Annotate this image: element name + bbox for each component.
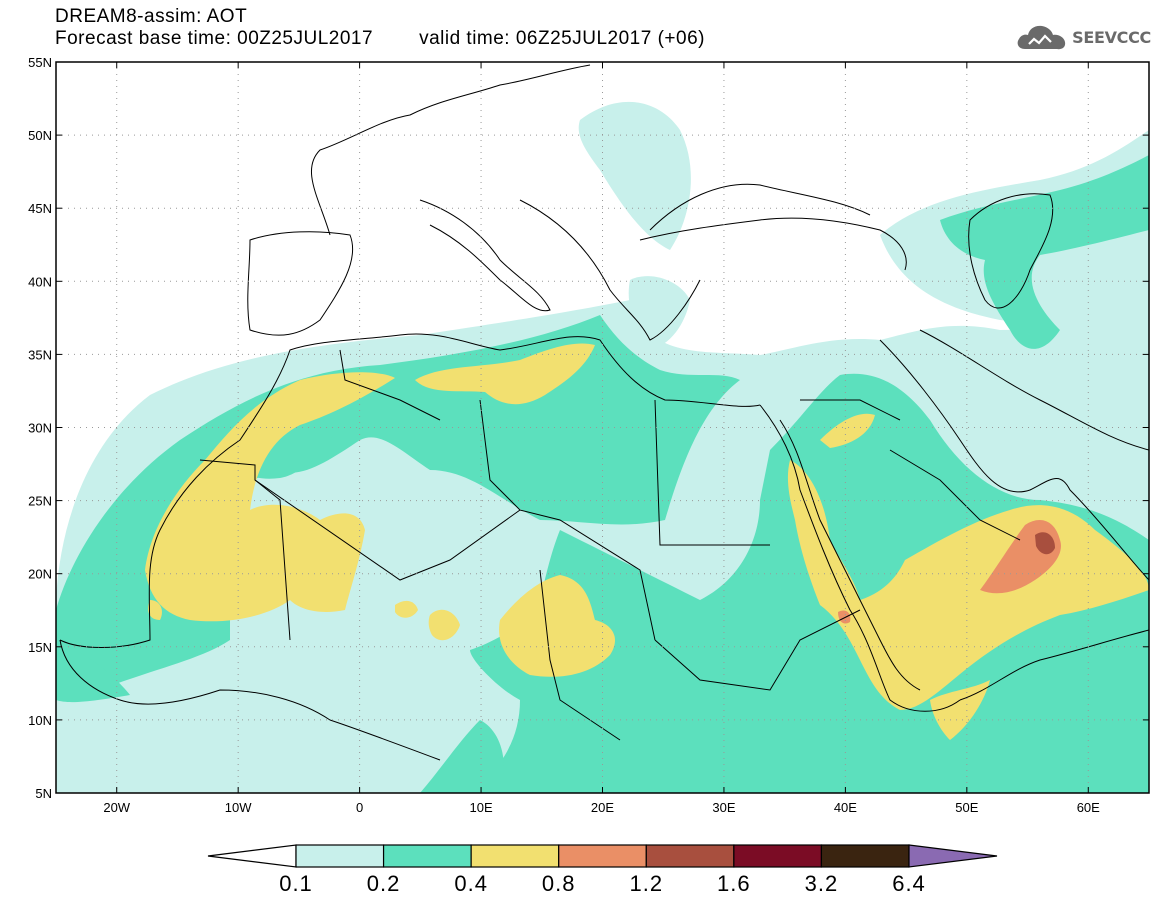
colorbar-label: 0.4: [454, 871, 488, 896]
lat-label: 40N: [28, 274, 52, 289]
colorbar-label: 6.4: [892, 871, 926, 896]
valid-time: valid time: 06Z25JUL2017 (+06): [419, 28, 705, 49]
seevccc-logo: SEEVCCC: [1015, 22, 1151, 52]
colorbar-box: [733, 844, 823, 868]
lat-label: 15N: [28, 640, 52, 655]
colorbar-under-triangle: [207, 844, 297, 868]
colorbar-label: 1.2: [629, 871, 663, 896]
lat-label: 10N: [28, 713, 52, 728]
aot-band-0.4: [145, 343, 1149, 740]
lon-label: 0: [356, 800, 363, 815]
logo-text: SEEVCCC: [1072, 27, 1151, 47]
colorbar-label: 1.6: [717, 871, 751, 896]
lon-label: 40E: [834, 800, 857, 815]
colorbar-label: 3.2: [805, 871, 839, 896]
colorbar-label: 0.8: [542, 871, 576, 896]
colorbar-label: 0.1: [279, 871, 313, 896]
aot-fields: [56, 62, 1149, 793]
longitude-labels: 20W 10W 0 10E 20E 30E 40E 50E 60E: [103, 62, 1100, 815]
colorbar-box: [645, 844, 735, 868]
lon-label: 20E: [591, 800, 614, 815]
lat-label: 25N: [28, 494, 52, 509]
lon-label: 20W: [103, 800, 130, 815]
colorbar-over-triangle: [908, 844, 998, 868]
lat-label: 50N: [28, 128, 52, 143]
colorbar-box: [295, 844, 385, 868]
lat-label: 45N: [28, 201, 52, 216]
lon-label: 60E: [1077, 800, 1100, 815]
lon-label: 10E: [469, 800, 492, 815]
colorbar-box: [382, 844, 472, 868]
map-grid: [56, 62, 1149, 793]
colorbar-box: [558, 844, 647, 868]
lat-label: 30N: [28, 421, 52, 436]
lon-label: 50E: [955, 800, 978, 815]
colorbar-box: [820, 844, 910, 868]
lat-label: 20N: [28, 567, 52, 582]
lat-label: 35N: [28, 347, 52, 362]
lon-label: 30E: [712, 800, 735, 815]
colorbar-label: 0.2: [367, 871, 401, 896]
base-time: Forecast base time: 00Z25JUL2017: [55, 28, 374, 49]
aot-band-1.2: [1035, 532, 1055, 555]
title-block: DREAM8-assim: AOT Forecast base time: 00…: [55, 6, 705, 50]
lat-label: 5N: [35, 786, 52, 801]
colorbar-box: [470, 844, 560, 868]
product-title: DREAM8-assim: AOT: [55, 6, 248, 27]
latitude-labels: 55N 50N 45N 40N 35N 30N 25N 20N 15N 10N 5N: [28, 55, 1149, 801]
lon-label: 10W: [225, 800, 252, 815]
cloud-icon: [1017, 25, 1066, 50]
colorbar: 0.1 0.2 0.4 0.8 1.2 1.6 3.2 6.4: [207, 844, 998, 896]
lat-label: 55N: [28, 55, 52, 70]
coastlines-borders: [59, 64, 1149, 761]
